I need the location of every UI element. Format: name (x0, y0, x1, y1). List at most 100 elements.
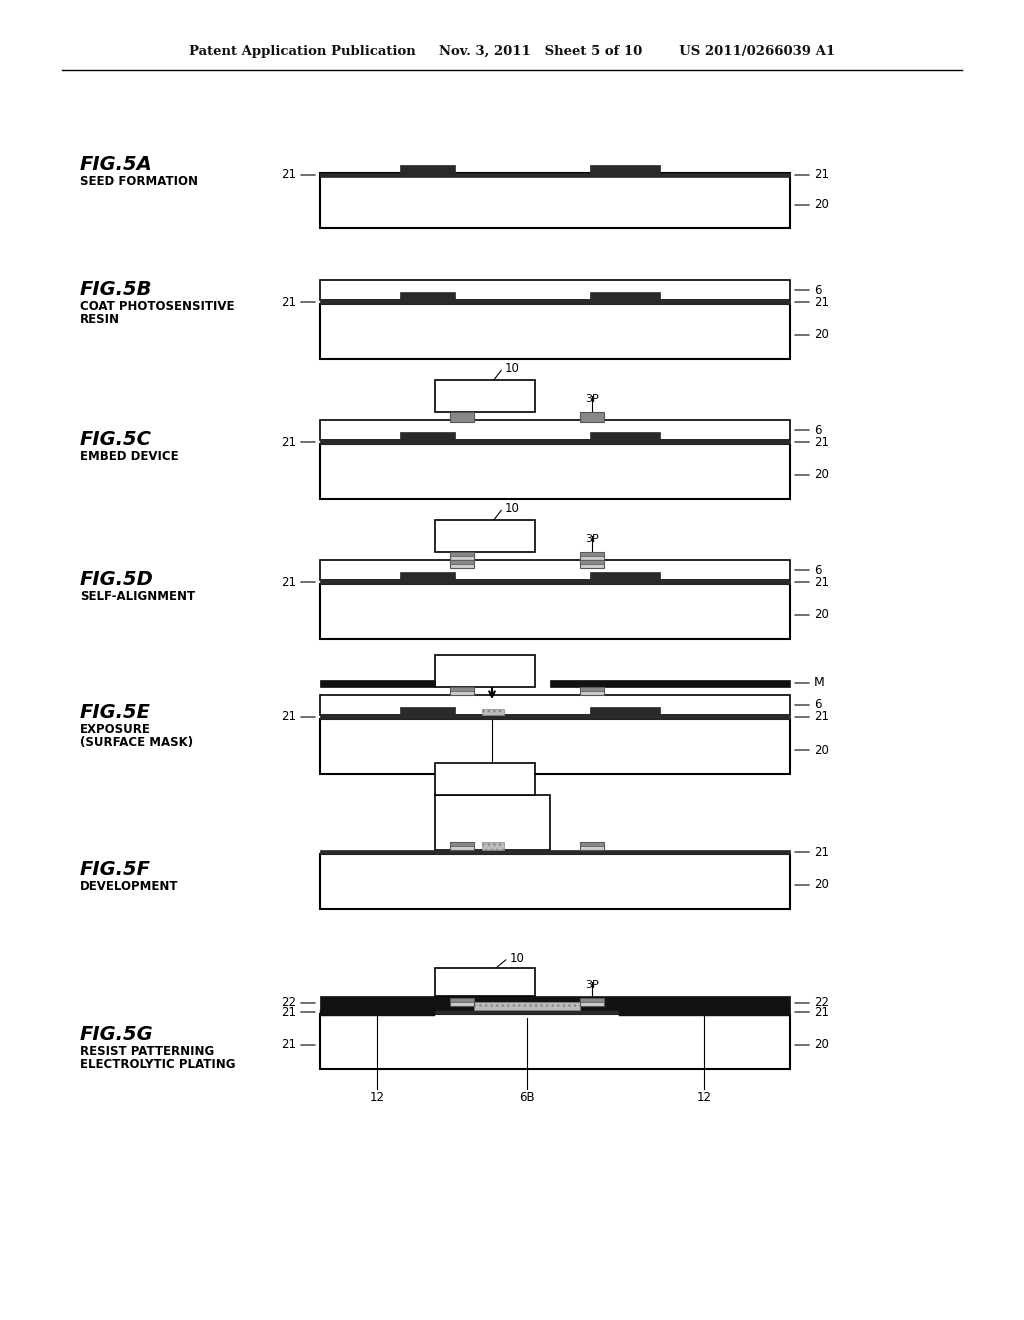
Bar (435, 380, 535, 412)
Bar (319, 440, 790, 444)
Text: SELF-ALIGNMENT: SELF-ALIGNMENT (80, 590, 196, 603)
Bar (580, 412, 604, 422)
Text: 21: 21 (814, 296, 829, 309)
Bar (482, 709, 504, 715)
Bar (450, 842, 474, 850)
Bar (580, 842, 604, 850)
Bar (450, 560, 474, 564)
Bar (580, 560, 604, 564)
Bar (435, 655, 535, 686)
Bar (590, 572, 660, 579)
Bar (319, 420, 790, 440)
Bar (319, 173, 790, 177)
Text: 21: 21 (281, 169, 296, 181)
Text: 10: 10 (505, 502, 520, 515)
Text: 20: 20 (814, 329, 828, 342)
Text: 20: 20 (814, 469, 828, 482)
Text: FIG.5C: FIG.5C (80, 430, 152, 449)
Text: RESIST PATTERNING: RESIST PATTERNING (80, 1045, 214, 1059)
Text: FIG.5G: FIG.5G (80, 1026, 154, 1044)
Bar (435, 795, 550, 850)
Bar (618, 1010, 790, 1016)
Bar (450, 998, 474, 1002)
Bar (580, 998, 604, 1002)
Text: SEED FORMATION: SEED FORMATION (80, 176, 198, 187)
Bar (319, 854, 790, 909)
Bar (580, 686, 604, 696)
Text: 21: 21 (281, 1039, 296, 1052)
Text: FIG.5E: FIG.5E (80, 704, 151, 722)
Text: 21: 21 (814, 169, 829, 181)
Text: FIG.5B: FIG.5B (80, 280, 153, 300)
Bar (319, 1014, 790, 1069)
Bar (550, 680, 790, 686)
Bar (450, 552, 474, 560)
Text: 3P: 3P (585, 979, 599, 990)
Text: RESIN: RESIN (80, 313, 120, 326)
Text: 21: 21 (281, 296, 296, 309)
Text: 12: 12 (370, 1092, 384, 1104)
Bar (580, 552, 604, 556)
Text: 20: 20 (814, 1039, 828, 1052)
Text: 21: 21 (281, 710, 296, 723)
Text: 20: 20 (814, 198, 828, 211)
Bar (435, 968, 535, 997)
Bar (580, 560, 604, 568)
Bar (450, 842, 474, 846)
Text: 6: 6 (814, 698, 821, 711)
Bar (319, 719, 790, 774)
Text: 12: 12 (696, 1092, 712, 1104)
Bar (319, 444, 790, 499)
Text: 21: 21 (814, 710, 829, 723)
Text: 10: 10 (510, 952, 525, 965)
Bar (319, 583, 790, 639)
Text: 6: 6 (814, 424, 821, 437)
Text: 6B: 6B (519, 1092, 535, 1104)
Bar (450, 412, 474, 422)
Text: 10: 10 (505, 362, 520, 375)
Bar (319, 696, 790, 715)
Bar (590, 432, 660, 440)
Text: Patent Application Publication     Nov. 3, 2011   Sheet 5 of 10        US 2011/0: Patent Application Publication Nov. 3, 2… (189, 45, 835, 58)
Text: ELECTROLYTIC PLATING: ELECTROLYTIC PLATING (80, 1059, 236, 1071)
Bar (590, 165, 660, 173)
Bar (580, 998, 604, 1006)
Text: 6: 6 (814, 564, 821, 577)
Text: 3N: 3N (455, 393, 470, 404)
Text: 3P: 3P (585, 535, 599, 544)
Bar (580, 842, 604, 846)
Bar (435, 520, 535, 552)
Text: EXPOSURE: EXPOSURE (80, 723, 151, 737)
Bar (319, 997, 790, 1010)
Bar (319, 850, 790, 854)
Bar (400, 708, 455, 715)
Bar (450, 552, 474, 556)
Bar (400, 165, 455, 173)
Bar (450, 560, 474, 568)
Bar (400, 292, 455, 300)
Text: 6: 6 (814, 284, 821, 297)
Text: EMBED DEVICE: EMBED DEVICE (80, 450, 178, 463)
Bar (450, 686, 474, 690)
Text: 3P: 3P (585, 682, 599, 692)
Text: M: M (814, 676, 824, 689)
Text: DEVELOPMENT: DEVELOPMENT (80, 880, 178, 894)
Bar (319, 300, 790, 304)
Text: 3N: 3N (455, 979, 470, 990)
Bar (580, 686, 604, 690)
Text: 3P: 3P (585, 393, 599, 404)
Text: 22: 22 (281, 997, 296, 1010)
Bar (319, 280, 790, 300)
Text: 20: 20 (814, 743, 828, 756)
Bar (319, 304, 790, 359)
Text: 21: 21 (814, 846, 829, 858)
Bar (435, 763, 535, 795)
Text: 21: 21 (814, 1006, 829, 1019)
Text: 6B: 6B (484, 795, 500, 807)
Text: 21: 21 (281, 576, 296, 589)
Bar (590, 292, 660, 300)
Bar (319, 560, 790, 579)
Text: 3N: 3N (455, 535, 470, 544)
Text: 21: 21 (281, 436, 296, 449)
Text: FIG.5F: FIG.5F (80, 861, 151, 879)
